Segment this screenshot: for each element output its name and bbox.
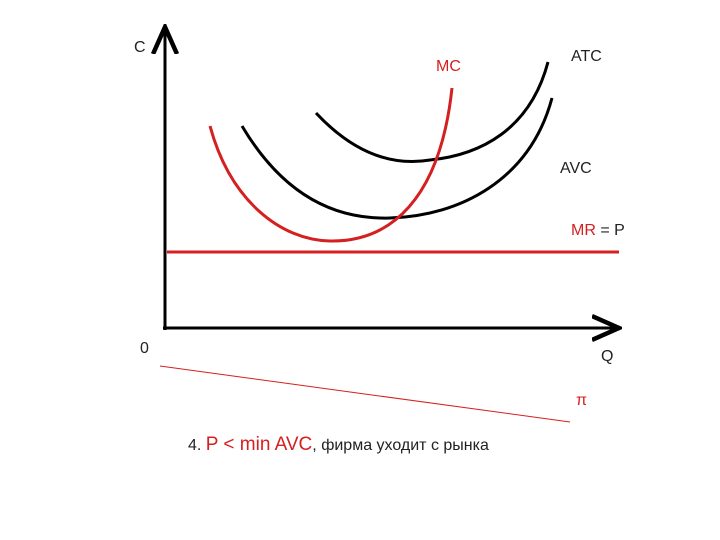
- caption-condition: P < min AVC: [206, 434, 313, 455]
- mr-text: MR: [571, 222, 596, 239]
- mc-curve: [208, 87, 454, 243]
- y-axis-label: C: [134, 39, 146, 56]
- caption-text: , фирма уходит с рынка: [312, 437, 489, 454]
- avc-label: AVC: [560, 160, 592, 177]
- caption-number: 4.: [188, 437, 201, 454]
- profit-line: [159, 365, 571, 423]
- caption: 4. P < min AVC, фирма уходит с рынка: [188, 434, 489, 455]
- mr-suffix: = P: [600, 222, 624, 239]
- x-axis-label: Q: [601, 348, 613, 365]
- avc-curve: [240, 97, 554, 220]
- mc-label: MC: [436, 58, 461, 75]
- profit-label: π: [576, 392, 587, 409]
- mr-label: MR = P: [571, 222, 625, 239]
- atc-curve: [314, 61, 550, 164]
- origin-label: 0: [140, 340, 149, 357]
- atc-label: ATC: [571, 48, 602, 65]
